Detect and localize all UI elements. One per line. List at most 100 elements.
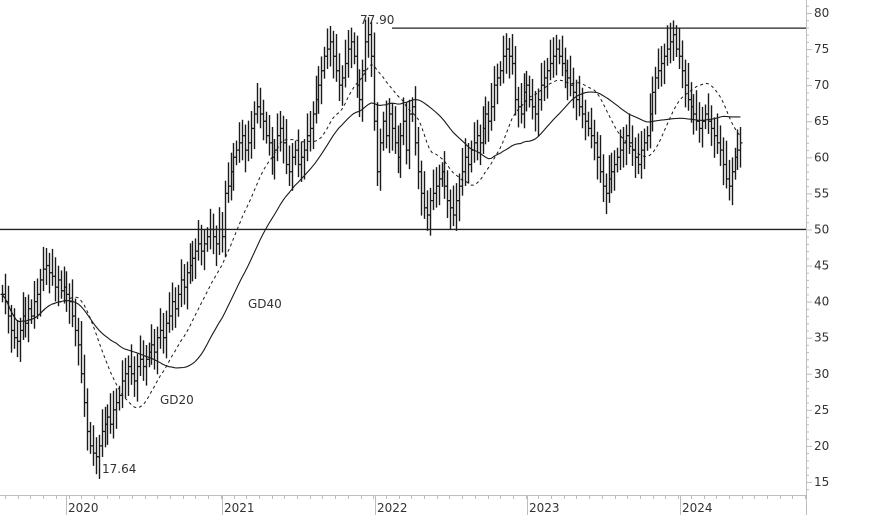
ohlc-bar <box>328 25 333 67</box>
ohlc-bar <box>284 119 289 175</box>
ohlc-bar <box>56 265 61 307</box>
ohlc-bar <box>15 320 20 358</box>
horizontal-levels <box>0 27 806 231</box>
ohlc-bar <box>100 409 105 458</box>
ohlc-bar <box>671 20 676 61</box>
ohlc-bar <box>527 75 532 108</box>
ohlc-bar <box>267 115 272 156</box>
ohlc-bar <box>249 110 254 159</box>
ohlc-bar <box>97 434 102 479</box>
ohlc-bar <box>202 229 207 271</box>
ohlc-bar <box>686 62 691 111</box>
ohlc-bar <box>680 40 685 89</box>
ohlc-bar <box>135 353 140 402</box>
ohlc-bar <box>677 28 682 69</box>
ohlc-bar <box>296 129 301 178</box>
ohlc-bar <box>59 270 64 299</box>
ohlc-bar <box>586 111 591 137</box>
ohlc-bar <box>504 33 509 74</box>
x-tick-label: 2020 <box>68 501 99 515</box>
ohlc-bar <box>387 98 392 154</box>
ohlc-bar <box>360 59 365 122</box>
x-axis: 2020 2021 2022 2023 2024 <box>0 495 806 515</box>
ohlc-bar <box>548 39 553 81</box>
y-tick-label: 70 <box>814 78 829 92</box>
ohlc-bar <box>26 294 31 343</box>
gd20-label: GD20 <box>160 393 194 407</box>
ohlc-bar <box>0 284 5 303</box>
ohlc-bar <box>346 30 351 78</box>
ohlc-bar <box>425 190 430 231</box>
ohlc-bar <box>88 421 93 454</box>
ohlc-bar <box>67 283 72 324</box>
ohlc-bar <box>381 111 386 151</box>
ohlc-bar <box>419 160 424 216</box>
ohlc-bar <box>730 157 735 206</box>
x-tick-label: 2021 <box>224 501 255 515</box>
ohlc-bar <box>111 390 116 439</box>
y-tick-label: 60 <box>814 150 829 164</box>
ohlc-bar <box>384 100 389 149</box>
ohlc-bar <box>322 46 327 79</box>
ohlc-bar <box>220 211 225 253</box>
ohlc-bar <box>287 145 292 187</box>
ohlc-bar <box>478 124 483 166</box>
ohlc-bar <box>434 167 439 208</box>
y-tick-label: 30 <box>814 367 829 381</box>
ohlc-bar <box>545 58 550 99</box>
ohlc-bar <box>372 32 377 131</box>
ohlc-bar <box>331 30 336 79</box>
ohlc-bar <box>205 227 210 252</box>
ohlc-bar <box>390 102 395 151</box>
ohlc-bar <box>554 34 559 76</box>
ohlc-bar <box>542 60 547 102</box>
ohlc-bar <box>334 34 339 82</box>
ohlc-bar <box>94 437 99 475</box>
ohlc-bar <box>662 43 667 85</box>
ohlc-bar <box>18 317 23 362</box>
ohlc-bar <box>293 140 298 166</box>
ohlc-bar <box>223 180 228 258</box>
ohlc-bar <box>645 126 650 151</box>
gd20-line <box>1 64 741 409</box>
ohlc-bar <box>466 143 471 184</box>
ohlc-bar <box>319 56 324 105</box>
ohlc-bar <box>199 224 204 266</box>
ohlc-bar <box>469 140 474 173</box>
ohlc-bar <box>299 141 304 182</box>
low-label: 17.64 <box>102 462 136 476</box>
ohlc-bar <box>694 90 699 131</box>
ohlc-bar <box>624 124 629 166</box>
ohlc-bar <box>457 173 462 222</box>
ohlc-bar <box>718 125 723 166</box>
gd40-line <box>1 91 741 369</box>
ohlc-bar <box>668 22 673 64</box>
ohlc-bar <box>126 355 131 396</box>
ohlc-bar <box>264 111 269 144</box>
ohlc-bar <box>703 104 708 130</box>
ohlc-bar <box>492 66 497 122</box>
high-label: 77.90 <box>360 13 394 27</box>
ohlc-bar <box>76 317 81 366</box>
price-bars <box>0 17 743 479</box>
ohlc-bar <box>530 78 535 120</box>
ohlc-bar <box>375 102 380 187</box>
ohlc-bar <box>290 143 295 191</box>
ohlc-bar <box>738 126 743 168</box>
ohlc-bar <box>35 278 40 320</box>
ohlc-bar <box>120 360 125 409</box>
x-tick-label: 2024 <box>682 501 713 515</box>
ohlc-bar <box>445 170 450 219</box>
ohlc-bar <box>721 137 726 186</box>
ohlc-bar <box>539 62 544 111</box>
ohlc-bar <box>240 119 245 161</box>
y-tick-label: 15 <box>814 475 829 489</box>
ohlc-bar <box>683 59 688 108</box>
ohlc-bar <box>642 128 647 170</box>
x-tick-label: 2022 <box>377 501 408 515</box>
ohlc-bar <box>557 39 562 65</box>
moving-average-lines <box>1 64 741 409</box>
y-tick-label: 25 <box>814 403 829 417</box>
ohlc-bar <box>305 113 310 162</box>
